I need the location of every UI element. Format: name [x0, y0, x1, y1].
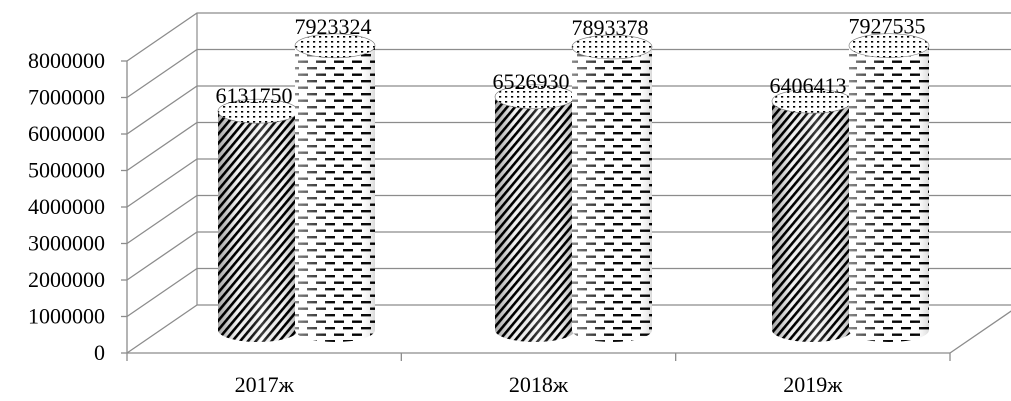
bar-series2-2019ж	[848, 33, 930, 343]
gridline	[126, 267, 1011, 318]
gridline	[126, 231, 1011, 281]
cylinder-shade	[295, 45, 375, 342]
cylinder-shade	[849, 45, 929, 343]
data-label: 6131750	[216, 83, 293, 108]
y-tick-label: 6000000	[28, 121, 105, 146]
gridline	[126, 48, 1011, 99]
cylinder-shade	[495, 96, 575, 342]
y-tick-label: 1000000	[28, 304, 105, 329]
x-tick-label: 2018ж	[509, 372, 569, 397]
y-tick-label: 8000000	[28, 48, 105, 73]
data-label: 7893378	[572, 15, 649, 40]
y-tick-label: 3000000	[28, 231, 105, 256]
bar-series1-2017ж	[217, 98, 299, 342]
bar-series1-2018ж	[494, 84, 576, 342]
bars-layer	[217, 33, 930, 343]
gridline	[126, 158, 1011, 208]
y-tick-label: 4000000	[28, 194, 105, 219]
floor-right-edge	[949, 310, 1011, 354]
cylinder-top	[848, 33, 930, 58]
axes-layer: 0 1000000 2000000 3000000 4000000 5000000 6000…	[28, 12, 1011, 397]
gridline	[126, 304, 1011, 354]
data-label: 6406413	[770, 73, 847, 98]
gridline	[126, 121, 1011, 172]
bar-series2-2017ж	[294, 33, 376, 342]
cylinder-shade	[218, 111, 298, 342]
cylinder-shade	[572, 46, 652, 343]
gridline	[126, 85, 1011, 135]
bar-series1-2019ж	[771, 88, 853, 342]
data-label: 7923324	[295, 14, 372, 39]
x-tick-label: 2017ж	[235, 372, 295, 397]
bar-series2-2018ж	[571, 34, 653, 343]
labels-layer: 6131750 6526930 6406413 7923324 7893378 79275…	[216, 14, 926, 109]
cylinder-top	[571, 34, 653, 60]
y-tick-label: 2000000	[28, 267, 105, 292]
gridline	[126, 194, 1011, 245]
cylinder-top	[294, 33, 376, 59]
cylinder-shade	[772, 101, 852, 342]
gridline	[126, 12, 1011, 62]
data-label: 6526930	[493, 69, 570, 94]
y-tick-label: 7000000	[28, 85, 105, 110]
y-tick-label: 5000000	[28, 158, 105, 183]
y-tick-label: 0	[94, 340, 105, 365]
data-label: 7927535	[849, 14, 926, 39]
x-tick-label: 2019ж	[783, 372, 843, 397]
